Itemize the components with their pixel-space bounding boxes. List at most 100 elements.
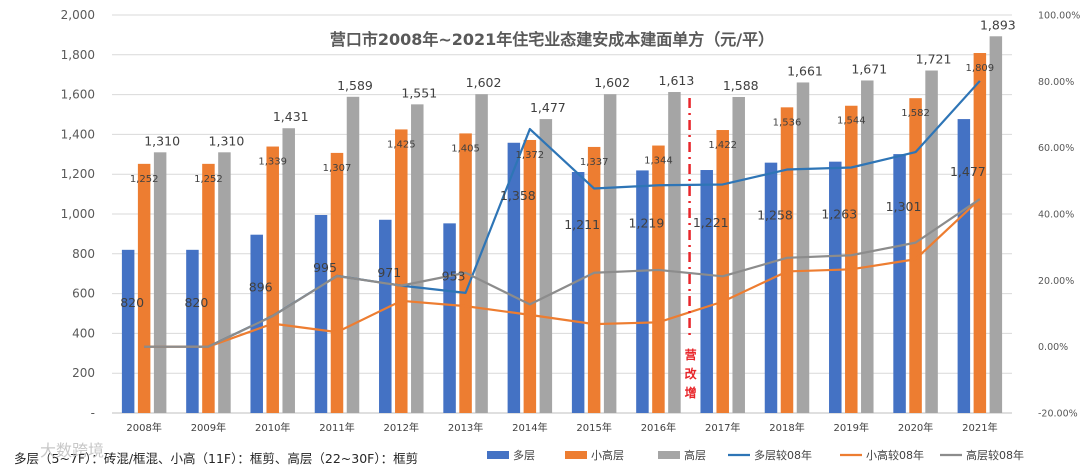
axes: - 200 400 600 800 1,000 1,200 1,400 1,600 1,800 2,… — [61, 8, 1080, 434]
data-label-low-rise: 1,211 — [564, 217, 600, 232]
data-label-mid-high-rise: 1,252 — [130, 174, 159, 185]
legend-label: 高层 — [684, 448, 706, 462]
data-label-low-rise: 995 — [313, 260, 337, 275]
y2-tick-label: 0.00% — [1038, 342, 1068, 353]
y-tick-label: 1,200 — [61, 167, 95, 181]
data-label-mid-high-rise: 1,809 — [966, 63, 995, 74]
y2-tick-label: 80.00% — [1038, 77, 1074, 88]
bar-high-rise — [796, 82, 810, 413]
y-tick-label: - — [91, 406, 95, 420]
bar-low-rise — [636, 170, 649, 413]
bar-high-rise — [539, 119, 553, 414]
data-label-mid-high-rise: 1,425 — [387, 139, 416, 150]
y-tick-label: 1,800 — [61, 48, 95, 62]
bar-high-rise — [668, 92, 681, 413]
data-label-low-rise: 1,477 — [950, 164, 986, 179]
bar-mid-high-rise — [845, 105, 858, 413]
x-tick-label: 2017年 — [705, 421, 740, 434]
data-label-high-rise: 1,602 — [466, 75, 502, 90]
y2-tick-label: 60.00% — [1038, 143, 1074, 154]
legend-label: 小高层 — [591, 448, 624, 462]
bar-low-rise — [957, 119, 971, 414]
y-tick-label: 200 — [72, 366, 95, 380]
bar-low-rise — [121, 249, 135, 413]
legend-label: 小高较08年 — [866, 448, 924, 462]
y-tick-label: 1,400 — [61, 127, 95, 141]
data-label-high-rise: 1,551 — [401, 85, 437, 100]
bar-mid-high-rise — [330, 152, 344, 414]
data-label-mid-high-rise: 1,344 — [644, 156, 673, 167]
x-tick-label: 2010年 — [255, 421, 290, 434]
watermark: 大数跨境 — [40, 441, 104, 460]
bar-low-rise — [764, 162, 778, 413]
data-label-low-rise: 820 — [120, 295, 144, 310]
bars — [121, 36, 1003, 414]
y-tick-label: 1,000 — [61, 207, 95, 221]
data-label-low-rise: 1,358 — [500, 188, 536, 203]
y2-tick-label: -20.00% — [1038, 409, 1078, 420]
data-label-low-rise: 896 — [249, 280, 273, 295]
y2-tick-label: 100.00% — [1038, 11, 1080, 22]
bar-high-rise — [861, 80, 874, 413]
legend-label: 高层较08年 — [966, 448, 1024, 462]
data-label-high-rise: 1,588 — [723, 78, 759, 93]
bar-low-rise — [186, 249, 199, 413]
legend: 多层 小高层 高层 多层较08年 小高较08年 高层较08年 — [487, 448, 1024, 462]
bar-high-rise — [282, 128, 295, 413]
data-label-high-rise: 1,589 — [337, 78, 373, 93]
bar-mid-high-rise — [266, 146, 279, 413]
bar-mid-high-rise — [909, 98, 922, 413]
bar-high-rise — [411, 104, 424, 413]
bar-low-rise — [829, 161, 842, 413]
chart-title: 营口市2008年~2021年住宅业态建安成本建面单方（元/平） — [330, 30, 774, 49]
bar-low-rise — [379, 219, 392, 413]
y-tick-label: 1,600 — [61, 88, 95, 102]
bar-low-rise — [314, 214, 328, 413]
data-label-low-rise: 1,219 — [629, 215, 665, 230]
x-tick-label: 2019年 — [834, 421, 869, 434]
data-label-mid-high-rise: 1,337 — [580, 157, 609, 168]
bar-mid-high-rise — [137, 163, 151, 413]
bar-mid-high-rise — [202, 163, 215, 413]
data-label-high-rise: 1,602 — [594, 75, 630, 90]
data-label-high-rise: 1,721 — [916, 52, 952, 67]
legend-swatch — [487, 451, 509, 459]
data-label-low-rise: 1,301 — [886, 199, 922, 214]
bar-low-rise — [893, 154, 906, 413]
y-tick-label: 800 — [72, 247, 95, 261]
bar-high-rise — [732, 96, 745, 413]
x-tick-label: 2015年 — [576, 421, 611, 434]
data-label-low-rise: 1,221 — [693, 215, 729, 230]
data-label-mid-high-rise: 1,307 — [323, 163, 352, 174]
legend-swatch — [565, 451, 587, 459]
data-label-mid-high-rise: 1,339 — [258, 157, 287, 168]
bar-low-rise — [700, 170, 713, 413]
bar-low-rise — [507, 142, 521, 413]
x-tick-label: 2014年 — [512, 421, 547, 434]
data-label-high-rise: 1,661 — [787, 63, 823, 78]
bar-high-rise — [346, 96, 360, 413]
legend-label: 多层 — [513, 448, 535, 462]
bar-high-rise — [153, 152, 167, 413]
legend-swatch — [658, 451, 680, 459]
data-label-mid-high-rise: 1,422 — [708, 140, 737, 151]
data-label-high-rise: 1,477 — [530, 100, 566, 115]
y-tick-label: 400 — [72, 326, 95, 340]
bar-mid-high-rise — [780, 107, 794, 413]
y-tick-label: 600 — [72, 287, 95, 301]
y2-tick-label: 40.00% — [1038, 210, 1074, 221]
x-tick-label: 2012年 — [384, 421, 419, 434]
y-tick-label: 2,000 — [61, 8, 95, 22]
data-label-high-rise: 1,613 — [659, 73, 695, 88]
data-label-low-rise: 971 — [377, 265, 401, 280]
data-label-high-rise: 1,310 — [209, 133, 245, 148]
data-label-mid-high-rise: 1,536 — [773, 117, 802, 128]
bar-high-rise — [218, 152, 231, 413]
vat-reform-annotation: 营改增 — [685, 98, 698, 400]
x-tick-label: 2013年 — [448, 421, 483, 434]
bar-mid-high-rise — [716, 130, 729, 413]
x-tick-label: 2016年 — [641, 421, 676, 434]
bar-high-rise — [603, 94, 617, 414]
